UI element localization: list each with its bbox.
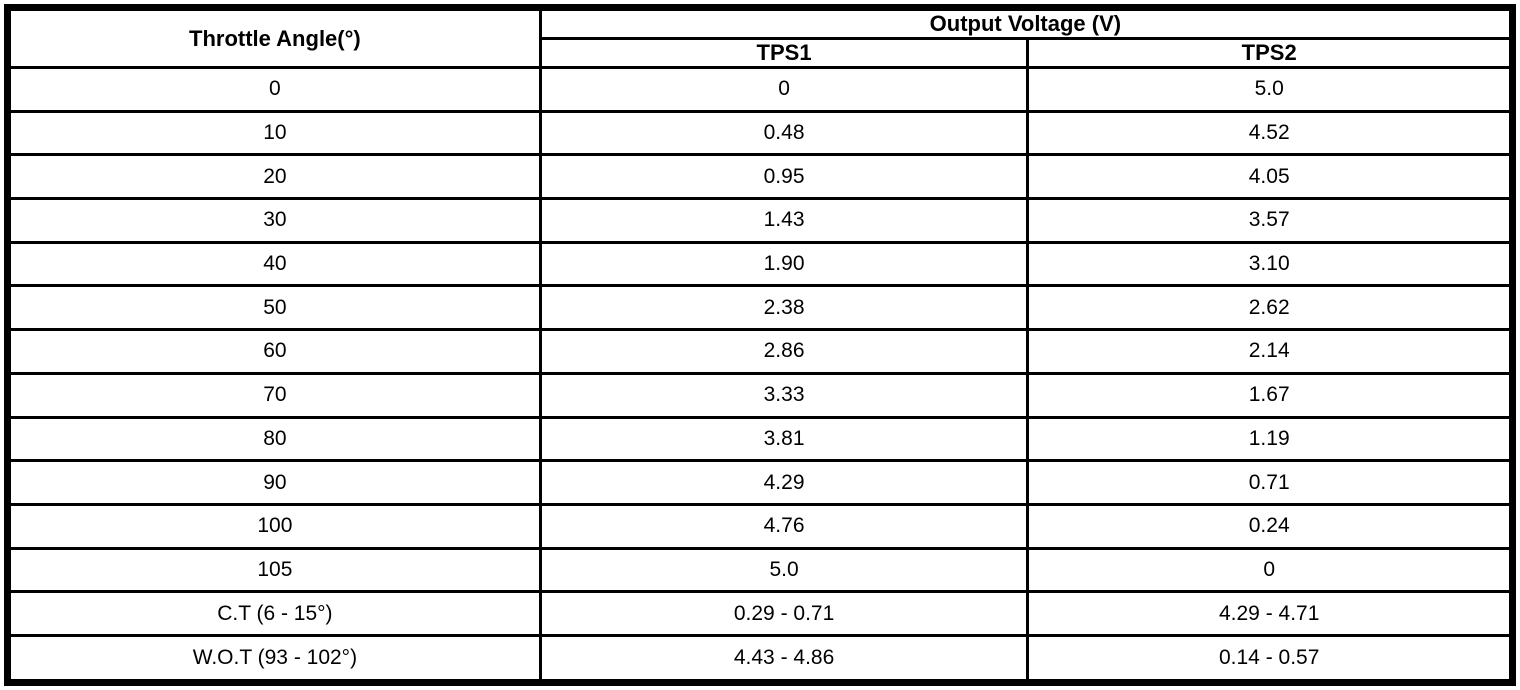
tps2-cell: 2.14 [1026, 328, 1514, 375]
throttle-angle-cell: 30 [6, 197, 542, 244]
table-row: C.T (6 - 15°) 0.29 - 0.71 4.29 - 4.71 [6, 590, 1514, 637]
tps1-cell: 0.29 - 0.71 [538, 590, 1030, 637]
throttle-angle-cell: W.O.T (93 - 102°) [6, 633, 542, 685]
table-row: 90 4.29 0.71 [6, 459, 1514, 506]
table-row: 30 1.43 3.57 [6, 197, 1514, 244]
table-header: Throttle Angle(°) Output Voltage (V) TPS… [6, 6, 1515, 69]
table-row: W.O.T (93 - 102°) 4.43 - 4.86 0.14 - 0.57 [6, 633, 1514, 685]
table-row: 60 2.86 2.14 [6, 328, 1514, 375]
table-row: 20 0.95 4.05 [6, 153, 1514, 201]
tps2-cell: 4.52 [1026, 109, 1514, 157]
table-row: 100 4.76 0.24 [6, 502, 1514, 550]
tps1-cell: 2.86 [538, 328, 1030, 375]
throttle-angle-cell: 50 [6, 284, 542, 332]
table-row: 70 3.33 1.67 [6, 371, 1514, 419]
output-voltage-header: Output Voltage (V) [538, 6, 1515, 40]
tps1-cell: 4.29 [538, 459, 1030, 506]
header-row-2: TPS1 TPS2 [8, 37, 1514, 69]
table-row: 10 0.48 4.52 [6, 109, 1514, 157]
throttle-angle-cell: 20 [6, 153, 542, 201]
throttle-angle-cell: 10 [6, 109, 542, 157]
tps2-cell: 0.71 [1026, 459, 1514, 506]
tps2-cell: 0 [1026, 546, 1514, 594]
tps1-cell: 1.90 [538, 240, 1030, 288]
throttle-angle-header: Throttle Angle(°) [6, 6, 542, 69]
tps-output-voltage-table: Throttle Angle(°) Output Voltage (V) TPS… [4, 4, 1516, 686]
tps2-cell: 0.14 - 0.57 [1026, 633, 1514, 685]
throttle-angle-cell: 0 [6, 66, 542, 113]
tps1-cell: 0.95 [538, 153, 1030, 201]
throttle-angle-cell: 90 [6, 459, 542, 506]
tps2-cell: 0.24 [1026, 502, 1514, 550]
tps1-cell: 5.0 [538, 546, 1030, 594]
tps1-cell: 2.38 [538, 284, 1030, 332]
table-row: 40 1.90 3.10 [6, 240, 1514, 288]
tps1-cell: 3.81 [538, 415, 1030, 463]
tps1-cell: 4.43 - 4.86 [538, 633, 1030, 685]
tps1-column-header: TPS1 [538, 37, 1030, 69]
tps2-column-header: TPS2 [1026, 37, 1514, 69]
throttle-angle-cell: 60 [6, 328, 542, 375]
tps1-cell: 4.76 [538, 502, 1030, 550]
tps2-cell: 1.67 [1026, 371, 1514, 419]
tps2-cell: 3.10 [1026, 240, 1514, 288]
throttle-angle-cell: C.T (6 - 15°) [6, 590, 542, 637]
table-body: 0 0 5.0 10 0.48 4.52 20 0.95 4.05 30 1.43 3.57 40 1.9… [6, 66, 1514, 685]
tps1-cell: 0.48 [538, 109, 1030, 157]
tps2-cell: 5.0 [1026, 66, 1514, 113]
table-row: 50 2.38 2.62 [6, 284, 1514, 332]
throttle-angle-cell: 105 [6, 546, 542, 594]
tps2-cell: 1.19 [1026, 415, 1514, 463]
throttle-angle-cell: 40 [6, 240, 542, 288]
tps1-cell: 0 [538, 66, 1030, 113]
tps2-cell: 4.29 - 4.71 [1026, 590, 1514, 637]
table-row: 80 3.81 1.19 [6, 415, 1514, 463]
tps2-cell: 2.62 [1026, 284, 1514, 332]
table-row: 0 0 5.0 [6, 66, 1514, 113]
tps2-cell: 3.57 [1026, 197, 1514, 244]
tps1-cell: 1.43 [538, 197, 1030, 244]
header-row-1: Throttle Angle(°) Output Voltage (V) [6, 6, 1515, 69]
tps2-cell: 4.05 [1026, 153, 1514, 201]
throttle-angle-cell: 70 [6, 371, 542, 419]
throttle-angle-cell: 100 [6, 502, 542, 550]
table-row: 105 5.0 0 [6, 546, 1514, 594]
tps1-cell: 3.33 [538, 371, 1030, 419]
throttle-angle-cell: 80 [6, 415, 542, 463]
